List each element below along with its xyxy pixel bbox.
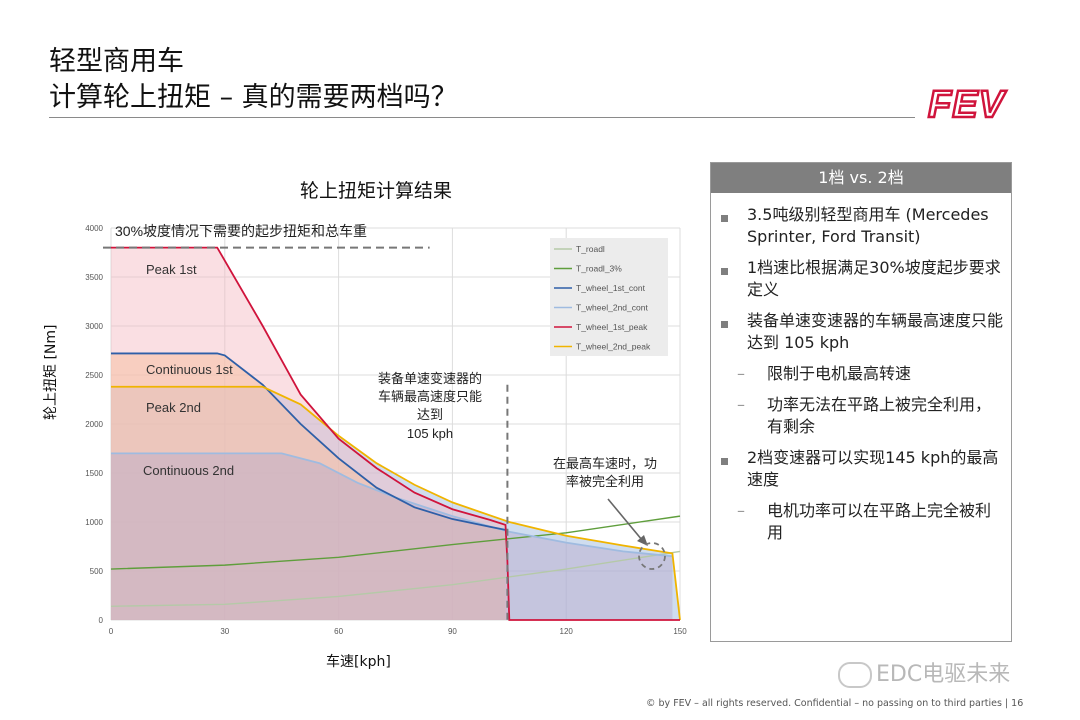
top-speed-highlight-circle (638, 542, 666, 570)
bullet-text: 限制于电机最高转速 (767, 364, 912, 383)
y-tick-label: 3000 (85, 322, 103, 331)
y-tick-label: 1500 (85, 469, 103, 478)
dash-icon: – (737, 501, 745, 520)
label-continuous-2nd: Continuous 2nd (143, 463, 234, 478)
bullet-list: 3.5吨级别轻型商用车 (Mercedes Sprinter, Ford Tra… (711, 193, 1011, 544)
bullet-square-icon (721, 259, 733, 301)
y-tick-label: 1000 (85, 518, 103, 527)
panel-header: 1档 vs. 2档 (711, 163, 1011, 193)
legend-box (550, 238, 668, 356)
area-continuous-1st (111, 353, 506, 620)
single-speed-annotation: 105 kph (407, 426, 453, 441)
x-tick-label: 0 (109, 627, 114, 636)
bullet-text: 3.5吨级别轻型商用车 (Mercedes Sprinter, Ford Tra… (747, 205, 989, 246)
watermark: EDC电驱未来 (838, 656, 1010, 688)
legend-label: T_wheel_1st_peak (576, 322, 648, 332)
grade-annotation: 30%坡度情况下需要的起步扭矩和总车重 (115, 223, 367, 239)
svg-text:FEV: FEV (928, 84, 1007, 122)
slide-title-line2: 计算轮上扭矩 – 真的需要两档吗？ (49, 82, 458, 113)
title-divider (49, 117, 915, 118)
bullet-square-icon (721, 206, 733, 248)
annotation-arrow (607, 498, 643, 541)
y-tick-label: 2500 (85, 371, 103, 380)
sub-bullet-item: – 功率无法在平路上被完全利用，有剩余 (721, 394, 1005, 438)
series-line-t-wheel-2nd-cont (111, 452, 673, 558)
y-tick-label: 2000 (85, 420, 103, 429)
footer-text: © by FEV – all rights reserved. Confiden… (646, 698, 1024, 709)
area-peak-1st (111, 247, 680, 620)
x-axis-label: 车速[kph] (326, 654, 391, 670)
bullet-text: 功率无法在平路上被完全利用，有剩余 (767, 395, 992, 436)
y-tick-label: 0 (99, 616, 104, 625)
x-tick-label: 60 (334, 627, 343, 636)
slide-title-line1: 轻型商用车 (49, 46, 184, 77)
chart-legend: T_roadl T_roadl_3% T_wheel_1st_cont T_wheel… (550, 238, 668, 356)
slide-title: 轻型商用车 计算轮上扭矩 – 真的需要两档吗？ (49, 44, 458, 116)
top-speed-annotation: 在最高车速时，功 (553, 456, 657, 471)
series-line-t-roadl-3- (110, 515, 681, 570)
legend-label: T_wheel_2nd_cont (576, 303, 648, 313)
bullet-square-icon (721, 312, 733, 354)
legend-label: T_roadl_3% (576, 264, 622, 274)
bullet-text: 2档变速器可以实现145 kph的最高速度 (747, 448, 999, 489)
y-tick-label: 500 (90, 567, 104, 576)
wechat-icon (838, 662, 872, 688)
bullet-text: 装备单速变速器的车辆最高速度只能达到 105 kph (747, 311, 1004, 352)
sub-bullet-item: – 电机功率可以在平路上完全被利用 (721, 500, 1005, 544)
x-tick-label: 90 (448, 627, 457, 636)
y-tick-label: 4000 (85, 224, 103, 233)
sub-bullet-item: – 限制于电机最高转速 (721, 363, 1005, 385)
x-tick-label: 30 (220, 627, 229, 636)
bullet-item: 3.5吨级别轻型商用车 (Mercedes Sprinter, Ford Tra… (721, 204, 1005, 248)
dash-icon: – (737, 364, 745, 383)
watermark-text: EDC电驱未来 (876, 662, 1011, 687)
fev-logo: FEV (927, 84, 1007, 122)
legend-label: T_roadl (576, 244, 605, 254)
x-tick-label: 150 (673, 627, 687, 636)
top-speed-annotation: 率被完全利用 (566, 474, 644, 489)
legend-label: T_wheel_2nd_peak (576, 342, 651, 352)
area-continuous-2nd (111, 453, 673, 620)
series-line-t-roadl (110, 550, 681, 607)
single-speed-annotation: 装备单速变速器的 (378, 371, 482, 386)
annotation-arrow-head (637, 535, 648, 546)
series-line-t-wheel-2nd-peak (111, 385, 681, 621)
bullet-square-icon (721, 449, 733, 491)
comparison-panel: 1档 vs. 2档 3.5吨级别轻型商用车 (Mercedes Sprinter… (710, 162, 1012, 642)
y-axis-label: 轮上扭矩 [Nm] (43, 324, 59, 420)
bullet-text: 电机功率可以在平路上完全被利用 (767, 501, 992, 542)
legend-label: T_wheel_1st_cont (576, 283, 646, 293)
x-tick-label: 120 (560, 627, 574, 636)
label-peak-2nd: Peak 2nd (146, 400, 201, 415)
single-speed-annotation: 达到 (417, 407, 443, 422)
label-peak-1st: Peak 1st (146, 262, 197, 277)
chart-title: 轮上扭矩计算结果 (300, 180, 453, 202)
bullet-item: 2档变速器可以实现145 kph的最高速度 (721, 447, 1005, 491)
bullet-text: 1档速比根据满足30%坡度起步要求定义 (747, 258, 1001, 299)
bullet-item: 1档速比根据满足30%坡度起步要求定义 (721, 257, 1005, 301)
series-line-t-wheel-1st-peak (111, 246, 680, 621)
bullet-item: 装备单速变速器的车辆最高速度只能达到 105 kph (721, 310, 1005, 354)
series-line-t-wheel-1st-cont (111, 352, 506, 531)
dash-icon: – (737, 395, 745, 414)
single-speed-annotation: 车辆最高速度只能 (378, 389, 482, 404)
label-continuous-1st: Continuous 1st (146, 362, 233, 377)
y-tick-label: 3500 (85, 273, 103, 282)
